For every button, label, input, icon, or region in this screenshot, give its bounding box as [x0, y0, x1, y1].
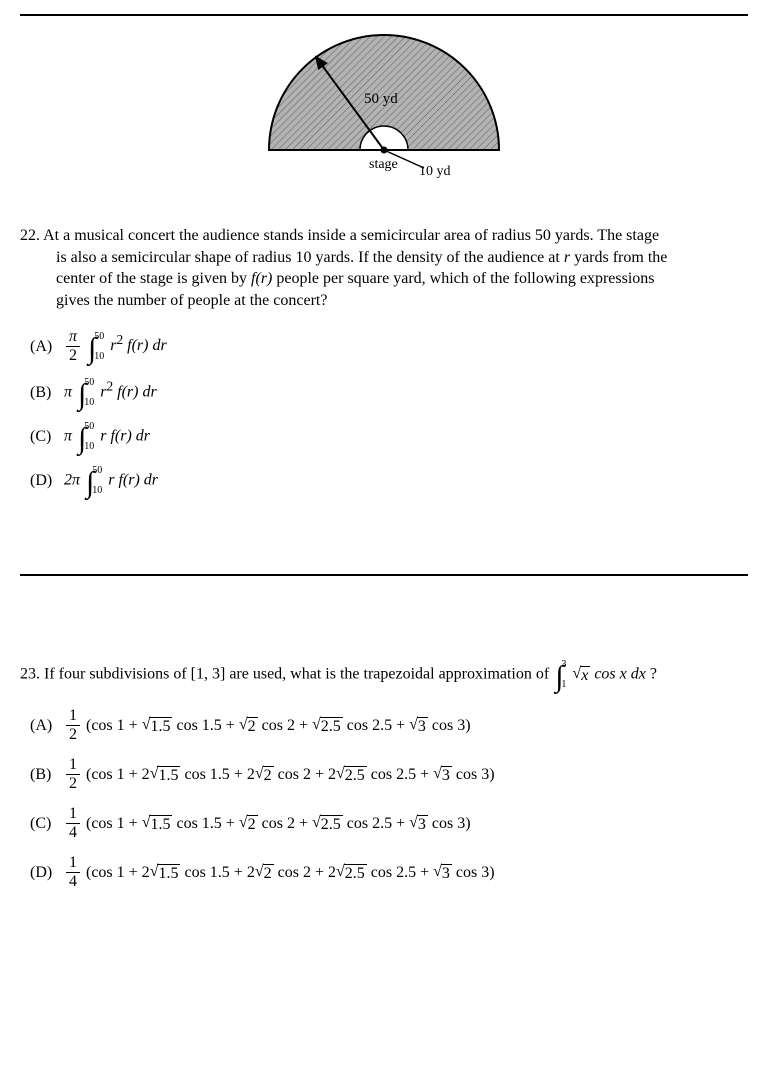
- q23-number: 23.: [20, 666, 40, 683]
- q22-text-l2: is also a semicircular shape of radius 1…: [56, 249, 560, 266]
- q22-d-label: (D): [30, 472, 64, 490]
- q23-choice-d: (D) 1 4 (cos 1 + 2√1.5 cos 1.5 + 2√2 cos…: [30, 855, 748, 890]
- q22-b-label: (B): [30, 384, 64, 402]
- integral-icon: ∫ 5010: [78, 422, 94, 452]
- frac: 1 2: [66, 708, 80, 743]
- q22-number: 22.: [20, 227, 40, 244]
- frac-pi-2: π 2: [66, 329, 80, 364]
- q23-text-a: If four subdivisions of: [44, 666, 187, 683]
- integral-icon: ∫ 31: [555, 660, 566, 690]
- q23-d-expr: (cos 1 + 2√1.5 cos 1.5 + 2√2 cos 2 + 2√2…: [86, 864, 495, 881]
- integral-icon: ∫ 5010: [78, 378, 94, 408]
- q22-text-l1: At a musical concert the audience stands…: [43, 227, 659, 244]
- q23-b-label: (B): [30, 766, 64, 784]
- q22-var-r: r: [564, 249, 570, 266]
- q22-c-label: (C): [30, 428, 64, 446]
- q23-c-expr: (cos 1 + √1.5 cos 1.5 + √2 cos 2 + √2.5 …: [86, 815, 471, 832]
- q23-interval: [1, 3]: [191, 666, 226, 683]
- q22-choice-d: (D) 2π ∫ 5010 r f(r) dr: [30, 466, 748, 496]
- question-23: 23. If four subdivisions of [1, 3] are u…: [20, 660, 748, 690]
- q22-text-l3: center of the stage is given by: [56, 270, 247, 287]
- q23-d-label: (D): [30, 864, 64, 882]
- q23-c-label: (C): [30, 815, 64, 833]
- q23-qmark: ?: [650, 666, 657, 683]
- q23-integrand-rest: cos x dx: [594, 666, 646, 683]
- integral-icon: ∫ 5010: [86, 466, 102, 496]
- q23-choice-a: (A) 1 2 (cos 1 + √1.5 cos 1.5 + √2 cos 2…: [30, 708, 748, 743]
- figure-semicircle: 50 yd stage 10 yd: [20, 30, 748, 205]
- q22-a-label: (A): [30, 338, 64, 356]
- q22-choice-c: (C) π ∫ 5010 r f(r) dr: [30, 422, 748, 452]
- label-stage: stage: [369, 157, 398, 172]
- label-50yd: 50 yd: [364, 91, 398, 107]
- q23-a-label: (A): [30, 717, 64, 735]
- frac: 1 2: [66, 757, 80, 792]
- q23-choice-b: (B) 1 2 (cos 1 + 2√1.5 cos 1.5 + 2√2 cos…: [30, 757, 748, 792]
- q22-choice-b: (B) π ∫ 5010 r2 f(r) dr: [30, 378, 748, 408]
- top-rule: [20, 14, 748, 16]
- q22-fn: f(r): [251, 270, 272, 287]
- q23-text-b: are used, what is the trapezoidal approx…: [229, 666, 549, 683]
- q23-choice-c: (C) 1 4 (cos 1 + √1.5 cos 1.5 + √2 cos 2…: [30, 806, 748, 841]
- q22-text-l4: gives the number of people at the concer…: [20, 290, 748, 312]
- q22-choice-a: (A) π 2 ∫ 5010 r2 f(r) dr: [30, 329, 748, 364]
- frac: 1 4: [66, 855, 80, 890]
- question-22: 22. At a musical concert the audience st…: [20, 225, 748, 311]
- q22-text-l2b: yards from the: [574, 249, 667, 266]
- frac: 1 4: [66, 806, 80, 841]
- label-10yd: 10 yd: [419, 164, 451, 179]
- q23-a-expr: (cos 1 + √1.5 cos 1.5 + √2 cos 2 + √2.5 …: [86, 717, 471, 734]
- q23-choices: (A) 1 2 (cos 1 + √1.5 cos 1.5 + √2 cos 2…: [30, 708, 748, 890]
- mid-rule: [20, 574, 748, 576]
- integral-icon: ∫ 5010: [88, 332, 104, 362]
- q22-choices: (A) π 2 ∫ 5010 r2 f(r) dr (B) π ∫: [30, 329, 748, 496]
- sqrt-icon: √x: [572, 666, 590, 685]
- q22-text-l3b: people per square yard, which of the fol…: [276, 270, 654, 287]
- q23-b-expr: (cos 1 + 2√1.5 cos 1.5 + 2√2 cos 2 + 2√2…: [86, 766, 495, 783]
